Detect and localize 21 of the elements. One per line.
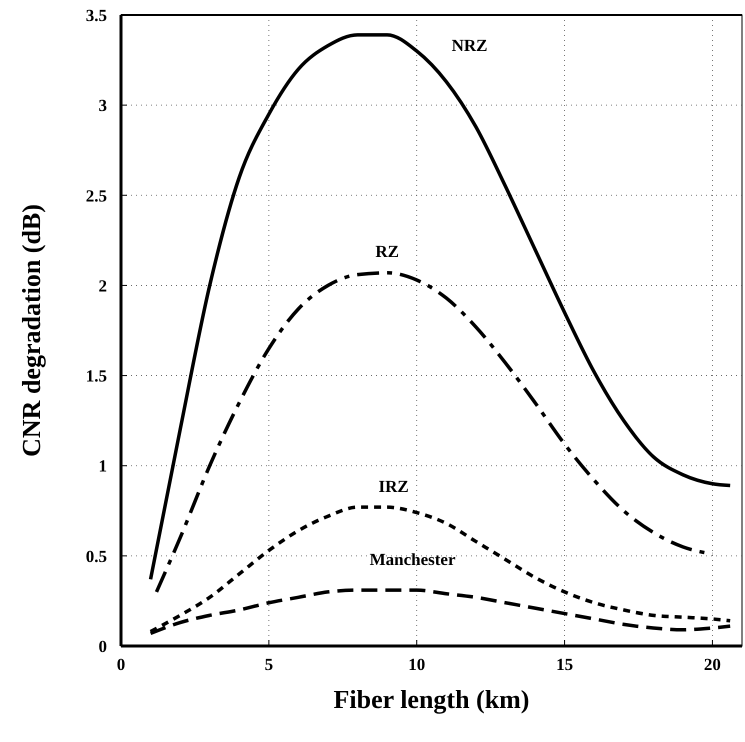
x-tick-label: 15 [556, 655, 574, 674]
y-tick-label: 1 [98, 456, 107, 476]
series-label: RZ [375, 242, 399, 261]
line-series [148, 33, 732, 582]
x-tick-label: 10 [408, 655, 426, 674]
series-label: IRZ [378, 477, 409, 496]
x-tick-label: 0 [116, 655, 126, 674]
y-tick-label: 3 [98, 96, 107, 116]
y-axis-title: CNR degradation (dB) [17, 204, 46, 457]
x-tick-label: 5 [264, 655, 274, 674]
series-label: Manchester [370, 550, 456, 570]
y-tick-label: 2.5 [86, 186, 107, 206]
x-axis-title: Fiber length (km) [334, 685, 530, 714]
line-series [154, 271, 714, 594]
y-tick-label: 2 [98, 276, 107, 296]
series-label: NRZ [452, 36, 488, 55]
y-tick-label: 0.5 [86, 546, 107, 566]
y-tick-label: 0 [98, 637, 107, 656]
x-tick-label: 20 [704, 655, 721, 674]
y-tick-label: 1.5 [86, 366, 107, 386]
y-tick-label: 3.5 [86, 6, 107, 25]
